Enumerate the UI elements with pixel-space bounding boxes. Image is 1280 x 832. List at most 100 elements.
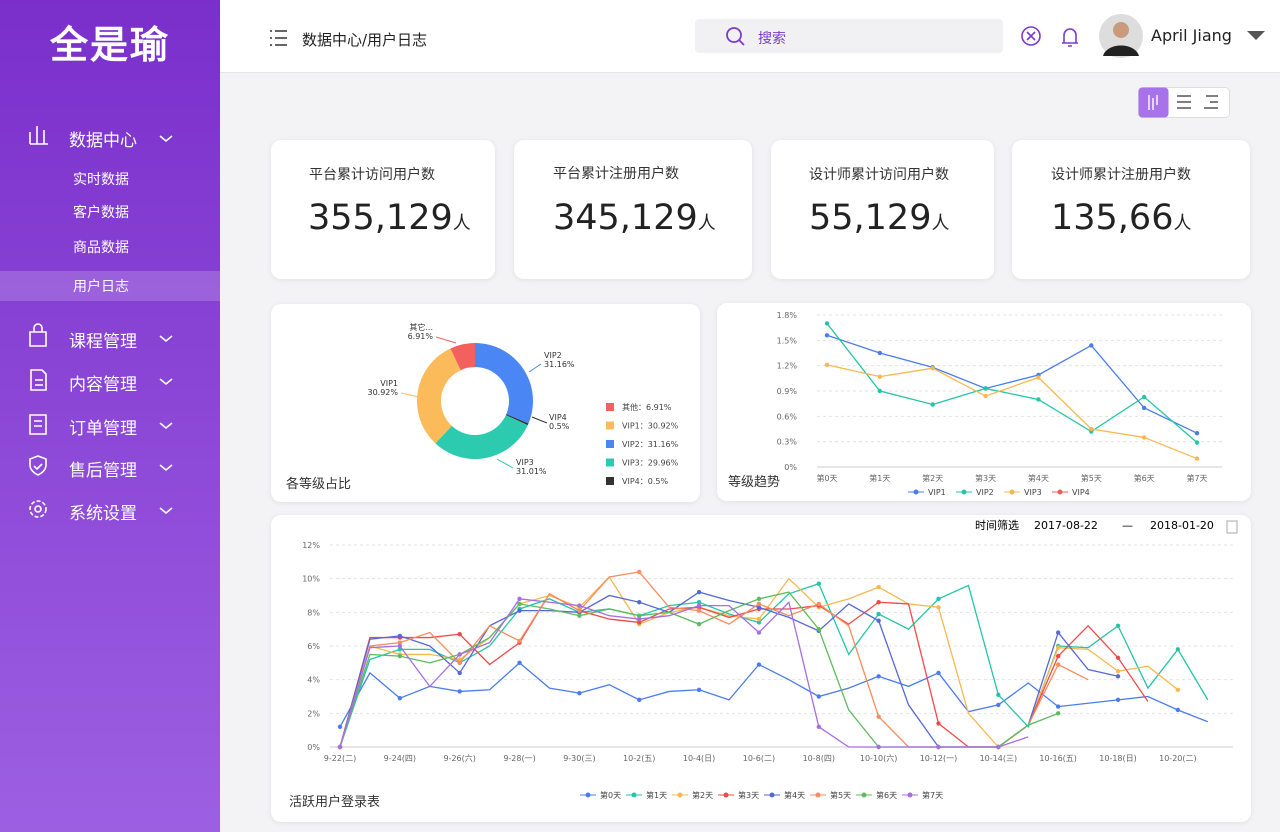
stat-value: 135,66人 xyxy=(1051,198,1191,238)
data-point xyxy=(936,670,941,676)
series-line xyxy=(826,364,1198,460)
header: 数据中心/用户日志 搜索 April Jiang xyxy=(220,0,1280,73)
legend-label: 第1天 xyxy=(646,790,667,800)
legend-swatch xyxy=(606,458,614,467)
logo: 全是瑜 xyxy=(49,23,170,67)
view-toggle[interactable] xyxy=(1138,87,1230,118)
legend-dot xyxy=(1009,489,1015,495)
donut-slice xyxy=(475,343,533,424)
legend-dot xyxy=(913,489,919,495)
data-point xyxy=(876,744,881,750)
data-point xyxy=(1194,431,1200,436)
data-point xyxy=(457,652,462,657)
x-tick-label: 第7天 xyxy=(1186,473,1207,483)
submenu-item[interactable]: 商品数据 xyxy=(73,240,129,256)
data-point xyxy=(457,632,462,637)
y-tick-label: 0.9% xyxy=(777,387,798,396)
submenu-item[interactable]: 用户日志 xyxy=(73,279,129,295)
x-tick-label: 第0天 xyxy=(816,473,837,483)
donut-slice xyxy=(435,415,528,459)
data-point xyxy=(577,613,582,618)
legend-dot xyxy=(677,792,683,798)
data-point xyxy=(517,660,522,666)
data-point xyxy=(1194,440,1200,445)
leader-line xyxy=(496,458,514,469)
menu-item[interactable]: 系统设置 xyxy=(69,504,137,524)
data-point xyxy=(936,744,941,750)
leader-line xyxy=(435,336,457,344)
stat-title: 设计师累计注册用户数 xyxy=(1051,167,1191,183)
data-point xyxy=(696,589,702,595)
data-point xyxy=(637,613,642,618)
callout-value: 6.91% xyxy=(408,332,434,341)
data-point xyxy=(877,350,883,356)
active-item xyxy=(0,271,220,301)
legend-label: 第5天 xyxy=(830,790,851,800)
x-tick-label: 10-18(日) xyxy=(1099,754,1137,763)
menu-item[interactable]: 课程管理 xyxy=(69,332,137,352)
search-placeholder: 搜索 xyxy=(758,31,786,47)
donut-panel xyxy=(271,304,700,502)
menu-item[interactable]: 数据中心 xyxy=(69,131,137,151)
stat-card: 平台累计访问用户数 355,129人 xyxy=(271,140,495,279)
data-point xyxy=(1115,674,1121,679)
data-point xyxy=(816,601,821,607)
data-point xyxy=(1055,645,1061,650)
legend-swatch xyxy=(606,421,614,430)
series-line xyxy=(339,598,1029,748)
x-tick-label: 10-10(六) xyxy=(860,753,898,763)
stat-title: 平台累计访问用户数 xyxy=(309,167,435,183)
menu-item[interactable]: 订单管理 xyxy=(69,419,137,439)
avatar[interactable] xyxy=(1097,12,1145,60)
data-point xyxy=(936,721,941,726)
menu-icon[interactable] xyxy=(268,28,292,48)
data-point xyxy=(756,630,762,635)
callout-name: 其它... xyxy=(409,322,433,332)
y-tick-label: 0.6% xyxy=(777,412,798,421)
data-point xyxy=(876,618,881,623)
legend-label: VIP3：29.96% xyxy=(622,459,679,468)
data-point xyxy=(824,321,830,326)
stat-card: 设计师累计访问用户数 55,129人 xyxy=(771,140,994,279)
data-point xyxy=(637,600,642,605)
filter-to[interactable]: 2018-01-20 xyxy=(1150,519,1214,532)
search-box[interactable]: 搜索 xyxy=(695,19,1003,53)
y-tick-label: 1.2% xyxy=(777,362,798,371)
dropdown[interactable] xyxy=(1246,30,1268,42)
header-icons[interactable] xyxy=(1020,24,1080,50)
y-tick-label: 0.3% xyxy=(777,438,798,447)
leader-line xyxy=(400,392,420,398)
submenu-item[interactable]: 客户数据 xyxy=(73,205,129,221)
data-point xyxy=(876,714,881,719)
number: 135,66 xyxy=(1051,198,1174,238)
x-tick-label: 10-2(五) xyxy=(623,754,655,763)
y-tick-label: 2% xyxy=(307,709,320,718)
x-tick-label: 第6天 xyxy=(1134,473,1155,483)
data-point xyxy=(983,393,988,399)
data-point xyxy=(816,626,821,632)
icon xyxy=(29,455,47,476)
legend-dot xyxy=(961,489,967,495)
data-point xyxy=(1175,687,1181,692)
data-point xyxy=(517,596,522,602)
filter-sep: — xyxy=(1122,519,1133,532)
submenu-item[interactable]: 实时数据 xyxy=(73,172,129,188)
data-point xyxy=(1141,405,1147,411)
filter-label: 时间筛选 xyxy=(975,518,1019,532)
data-point xyxy=(517,608,522,613)
legend-label: VIP2 xyxy=(976,488,994,497)
menu-item[interactable]: 售后管理 xyxy=(69,461,137,481)
callout-name: VIP2 xyxy=(544,351,562,360)
data-point xyxy=(877,374,883,379)
menu-item[interactable]: 内容管理 xyxy=(69,375,137,395)
legend-label: 第0天 xyxy=(600,790,621,800)
y-tick-label: 12% xyxy=(302,541,320,550)
data-point xyxy=(816,724,821,729)
calendar-icon[interactable] xyxy=(1226,520,1238,534)
data-point xyxy=(876,611,881,617)
data-point xyxy=(816,694,821,699)
filter-from[interactable]: 2017-08-22 xyxy=(1034,519,1098,532)
callout-name: VIP1 xyxy=(380,379,398,388)
x-tick-label: 第4天 xyxy=(1028,473,1049,483)
